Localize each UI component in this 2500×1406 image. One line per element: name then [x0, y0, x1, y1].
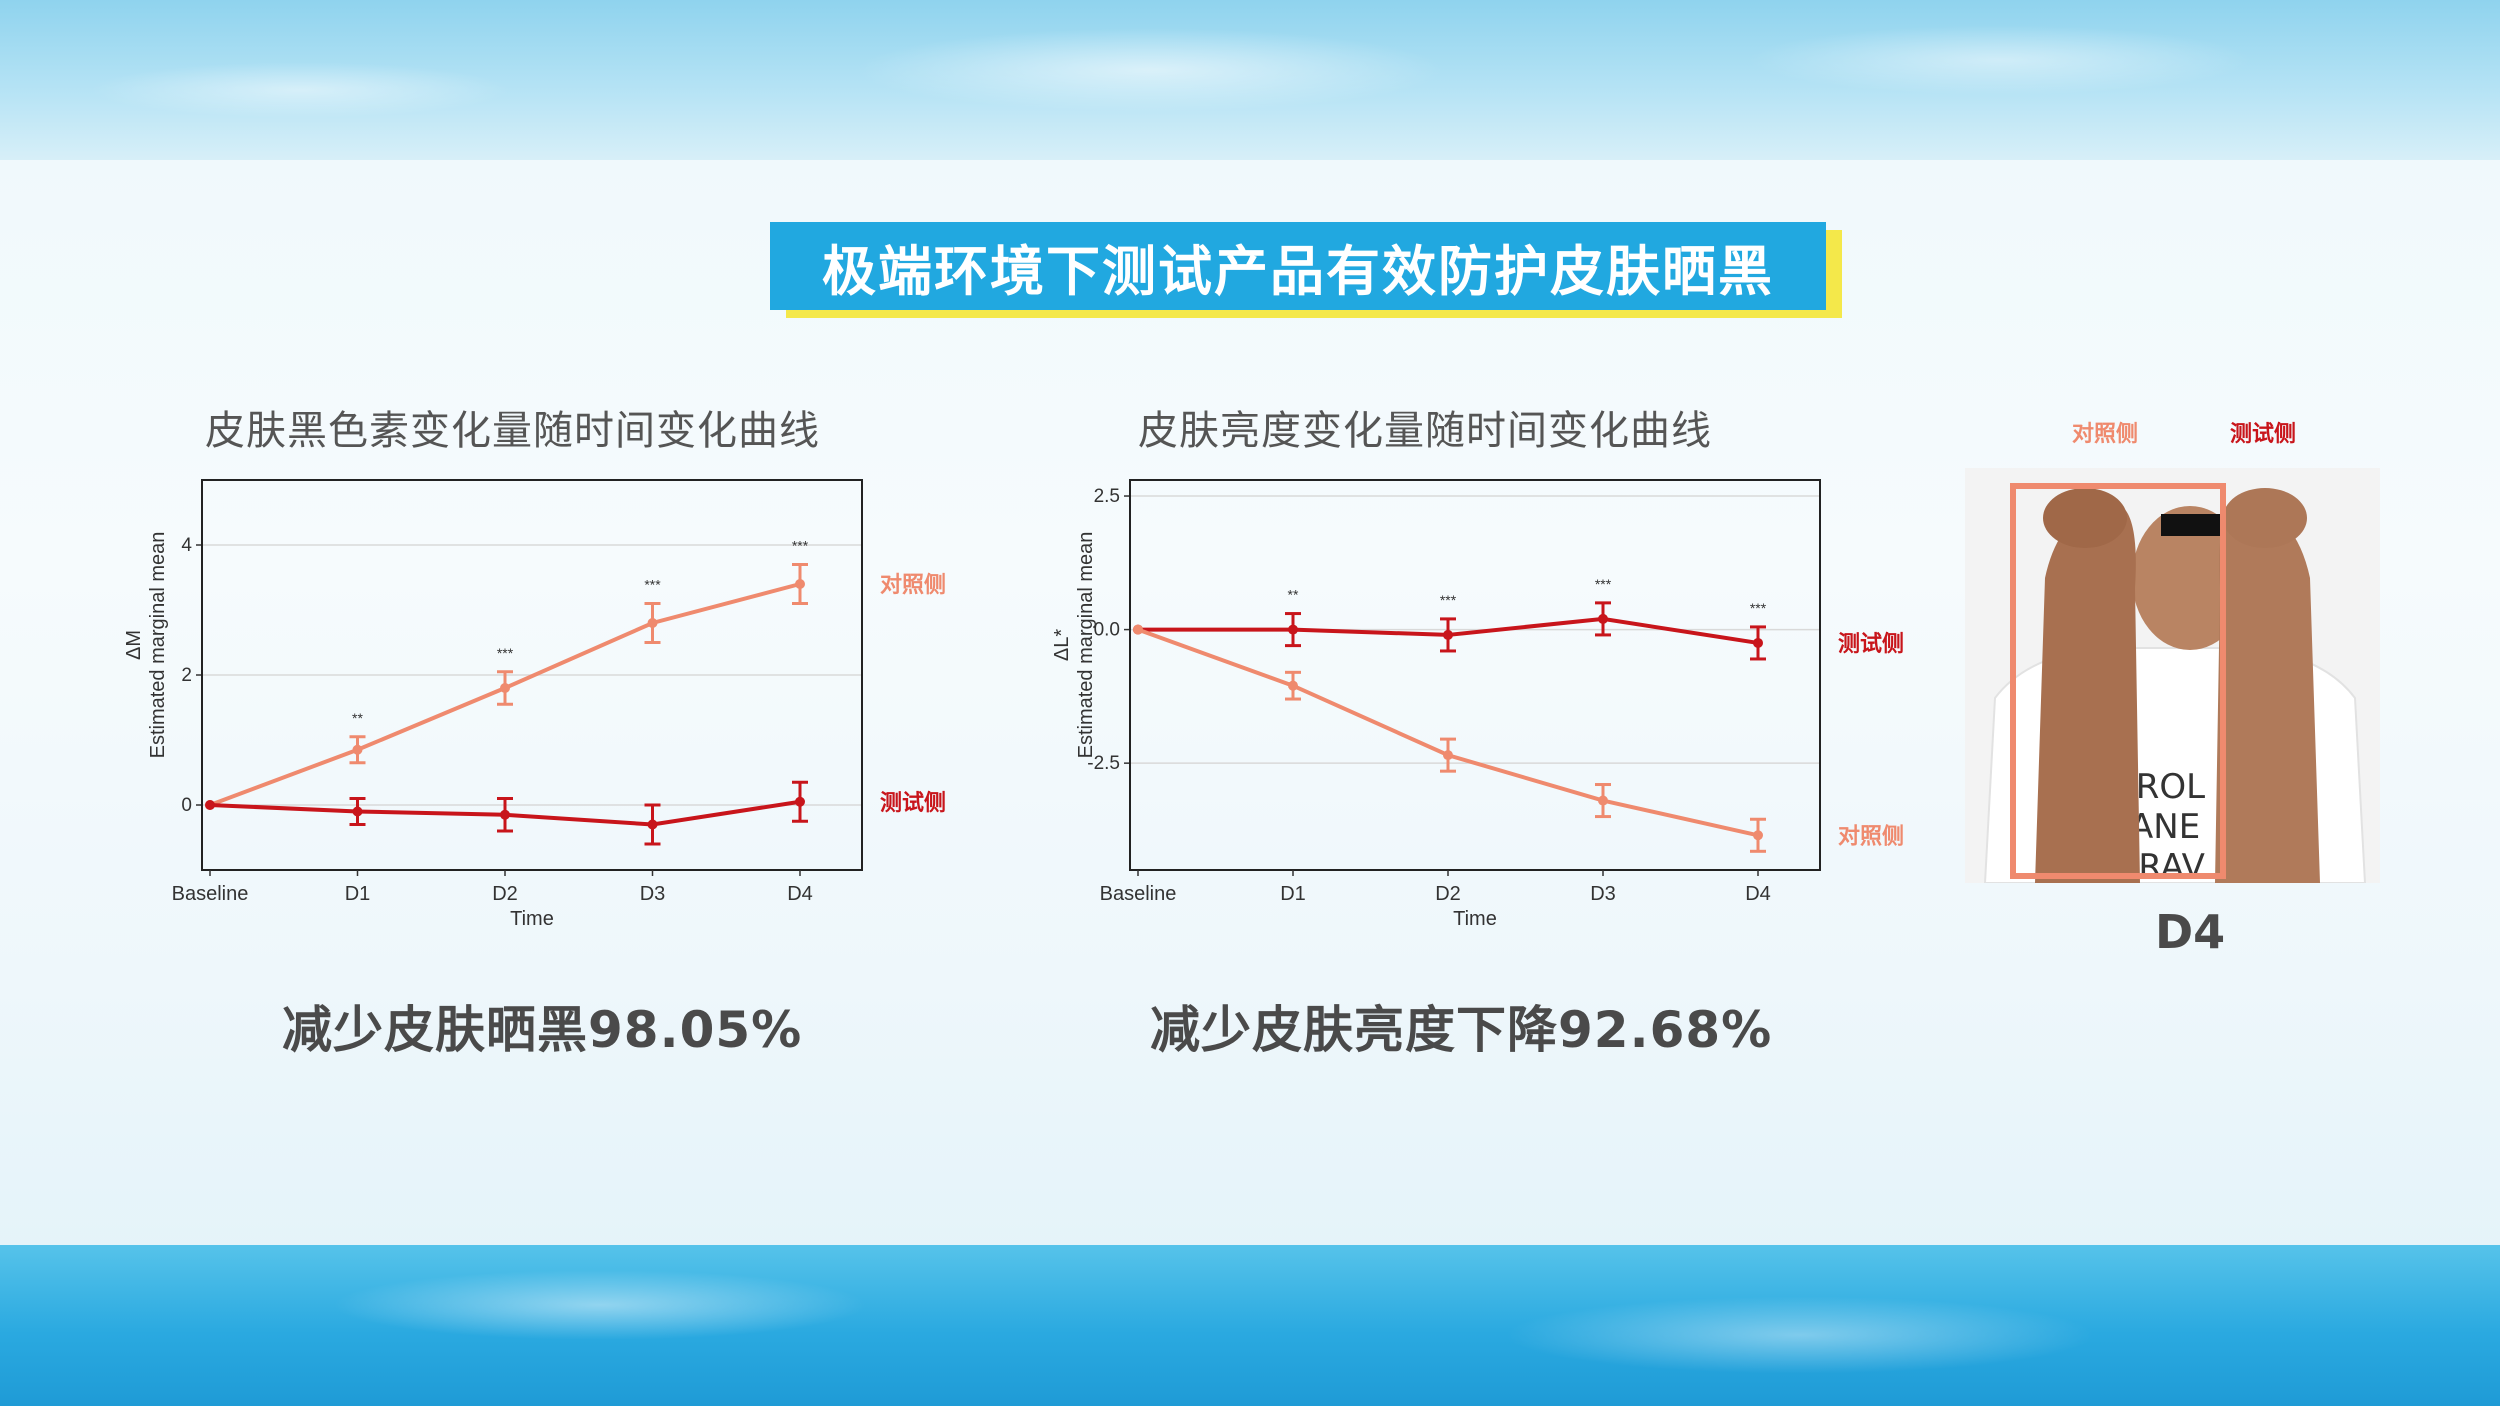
photo-caption: D4 — [2155, 905, 2226, 959]
svg-text:ANE: ANE — [2130, 807, 2200, 847]
x-tick-label: D1 — [345, 883, 371, 905]
y-tick-label: 4 — [181, 535, 192, 556]
plot-frame — [1129, 479, 1821, 871]
series-label: 对照侧 — [1838, 824, 1904, 849]
forearm-photo: TROL ANE BRAV — [1965, 468, 2380, 883]
series-label: 测试侧 — [1838, 632, 1904, 657]
y-axis-symbol: ΔM — [123, 630, 145, 660]
series-label: 对照侧 — [880, 573, 946, 598]
x-axis-label: Time — [1453, 908, 1497, 930]
photo-label-control: 对照侧 — [2072, 422, 2139, 447]
y-tick-label: 0.0 — [1094, 620, 1120, 641]
data-point — [1753, 830, 1763, 841]
y-axis-symbol: ΔL* — [1051, 629, 1073, 661]
right-chart-title: 皮肤亮度变化量随时间变化曲线 — [1138, 408, 1712, 454]
data-point — [795, 579, 805, 589]
water-banner-top — [0, 0, 2500, 160]
y-tick-label: -2.5 — [1087, 753, 1120, 774]
data-point — [1133, 624, 1143, 635]
y-tick-label: 2 — [181, 665, 192, 686]
significance-label: ** — [352, 710, 363, 726]
significance-label: *** — [1750, 600, 1767, 616]
left-stat: 减少皮肤晒黑98.05% — [282, 1001, 803, 1059]
forearm-photo-icon: TROL ANE BRAV — [1965, 468, 2380, 883]
y-axis-label: Estimated marginal mean — [1075, 532, 1097, 759]
data-point — [1753, 637, 1763, 648]
melanin-chart: 0 2 4 Baseline D1 D2 D3 D4 Time Estimated margina… — [123, 479, 946, 930]
data-point — [352, 806, 363, 817]
series-line — [1137, 627, 1759, 838]
photo-label-test: 测试侧 — [2230, 422, 2297, 447]
plot-frame — [201, 479, 863, 871]
data-point — [1443, 629, 1453, 640]
x-tick-label: Baseline — [1100, 883, 1177, 905]
significance-label: *** — [1595, 576, 1612, 592]
data-point — [352, 744, 363, 755]
page-title: 极端环境下测试产品有效防护皮肤晒黑 — [822, 239, 1774, 303]
significance-label: *** — [497, 645, 514, 661]
x-tick-label: D2 — [492, 883, 518, 905]
significance-label: ** — [1288, 587, 1299, 603]
x-tick-label: D3 — [640, 883, 666, 905]
data-point — [1288, 624, 1298, 635]
water-banner-bottom — [0, 1245, 2500, 1406]
left-chart-title: 皮肤黑色素变化量随时间变化曲线 — [205, 408, 820, 454]
x-tick-label: D3 — [1590, 883, 1616, 905]
x-tick-label: D4 — [787, 883, 813, 905]
brightness-chart: 2.5 0.0 -2.5 Baseline D1 D2 D3 D4 Time Estimated … — [1051, 479, 1904, 930]
data-point — [1288, 680, 1298, 691]
data-point — [1598, 613, 1608, 624]
x-tick-label: D1 — [1280, 883, 1306, 905]
data-point — [795, 796, 805, 807]
data-point — [1598, 795, 1608, 806]
data-point — [500, 683, 510, 693]
x-axis-label: Time — [510, 908, 554, 930]
series-label: 测试侧 — [880, 791, 946, 816]
y-tick-label: 0 — [181, 795, 192, 816]
right-stat: 减少皮肤亮度下降92.68% — [1150, 1001, 1773, 1059]
x-tick-label: D2 — [1435, 883, 1461, 905]
data-point — [647, 819, 658, 830]
data-point — [1443, 750, 1453, 761]
data-point — [500, 809, 510, 820]
significance-label: *** — [644, 577, 661, 593]
y-tick-label: 2.5 — [1094, 486, 1120, 507]
data-point — [647, 618, 658, 628]
significance-label: *** — [1440, 592, 1457, 608]
x-tick-label: D4 — [1745, 883, 1771, 905]
y-axis-label: Estimated marginal mean — [147, 532, 169, 759]
x-tick-label: Baseline — [172, 883, 249, 905]
page-title-box: 极端环境下测试产品有效防护皮肤晒黑 — [770, 222, 1826, 310]
data-point — [205, 800, 215, 810]
significance-label: *** — [792, 538, 809, 554]
